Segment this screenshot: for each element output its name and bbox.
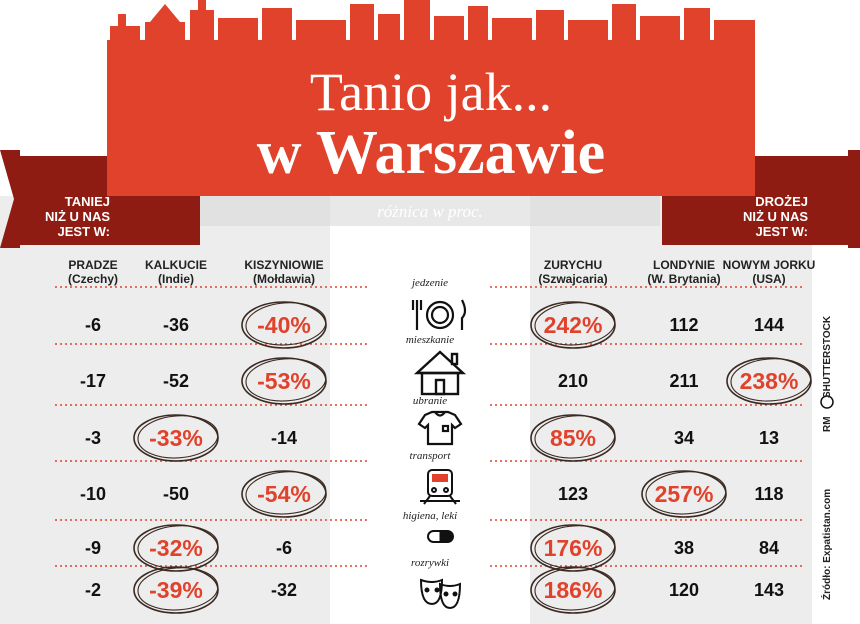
column-header: LONDYNIE (W. Brytania) (647, 258, 721, 286)
highlight-circle-stroke (245, 358, 327, 402)
chart-title-line2: w Warszawie (256, 119, 606, 187)
category-label: jedzenie (411, 277, 449, 289)
highlighted-value: -39% (149, 577, 203, 603)
chart-subtitle: różnica w proc. (377, 202, 483, 221)
table-value: -9 (84, 538, 101, 558)
highlighted-value: -33% (149, 425, 203, 451)
highlighted-value: -53% (257, 368, 311, 394)
table-value: -32 (270, 580, 297, 600)
table-value: 84 (758, 538, 780, 558)
highlight-circle-stroke (245, 471, 327, 515)
table-value: -3 (84, 428, 101, 448)
table-value: 120 (668, 580, 700, 600)
category-label: transport (409, 450, 451, 462)
center-column (330, 196, 530, 624)
author-credit: RM (822, 416, 833, 432)
category-label: ubranie (412, 395, 448, 407)
table-value: -52 (162, 371, 189, 391)
highlighted-value: 238% (739, 368, 799, 394)
right-banner-label: DROŻEJ NIŻ U NAS JEST W: (743, 194, 808, 239)
left-banner-label: TANIEJ NIŻ U NAS JEST W: (45, 194, 110, 239)
highlight-circle-stroke (245, 302, 327, 346)
right-ribbon-tail (848, 150, 860, 248)
highlighted-value: 257% (654, 481, 714, 507)
category-label: mieszkanie (405, 334, 455, 346)
highlight-circle-stroke (534, 567, 616, 611)
column-header: ZURYCHU (Szwajcaria) (538, 258, 608, 286)
table-value: -6 (275, 538, 292, 558)
photo-credit: SHUTTERSTOCK (822, 315, 833, 398)
table-value: 143 (753, 580, 785, 600)
highlight-circles (133, 301, 812, 614)
highlight-circle-stroke (730, 358, 812, 402)
table-value: 34 (673, 428, 695, 448)
table-value: 123 (557, 484, 589, 504)
highlight-circle-stroke (645, 471, 727, 515)
table-value: -6 (84, 315, 101, 335)
table-value: 112 (669, 315, 699, 335)
table-value: -14 (270, 428, 297, 448)
house-icon (413, 350, 467, 396)
table-value: 210 (557, 371, 589, 391)
highlight-circle-stroke (137, 567, 219, 611)
table-value: -50 (162, 484, 189, 504)
column-header: PRADZE (Czechy) (67, 258, 118, 286)
publisher-logo-icon (820, 395, 834, 409)
plate-cutlery-icon (411, 299, 467, 330)
category-label: higiena, leki (402, 510, 458, 522)
table-value: 144 (753, 315, 785, 335)
table-value: -10 (79, 484, 106, 504)
chart-title-line1: Tanio jak... (309, 62, 553, 122)
table-value: 118 (754, 484, 784, 504)
highlighted-value: -54% (257, 481, 311, 507)
highlighted-value: 176% (543, 535, 603, 561)
highlighted-value: -40% (257, 312, 311, 338)
theater-masks-icon (419, 578, 462, 610)
tshirt-icon (417, 410, 463, 446)
table-value: 13 (758, 428, 780, 448)
table-value: 211 (669, 371, 699, 391)
highlighted-value: 242% (543, 312, 603, 338)
column-header: KISZYNIOWIE (Mołdawia) (244, 258, 324, 286)
column-header: KALKUCIE (Indie) (145, 258, 207, 286)
right-grey-band (530, 196, 812, 624)
highlight-circle-stroke (534, 302, 616, 346)
table-value: -17 (79, 371, 106, 391)
train-icon (420, 469, 460, 505)
skyline-silhouette (107, 0, 755, 60)
highlight-circle-stroke (137, 415, 219, 459)
category-label: rozrywki (410, 557, 450, 569)
left-grey-band (0, 196, 330, 624)
source-credit: Źródło: Expatistan.com (822, 488, 833, 600)
column-header: NOWYM JORKU (USA) (722, 258, 816, 286)
table-value: -2 (84, 580, 101, 600)
highlighted-value: -32% (149, 535, 203, 561)
table-value: -36 (162, 315, 189, 335)
highlighted-value: 186% (543, 577, 603, 603)
table-value: 38 (673, 538, 695, 558)
pill-icon (427, 530, 454, 543)
title-banner (107, 52, 755, 196)
highlighted-value: 85% (549, 425, 597, 451)
highlight-circle-stroke (534, 415, 616, 459)
